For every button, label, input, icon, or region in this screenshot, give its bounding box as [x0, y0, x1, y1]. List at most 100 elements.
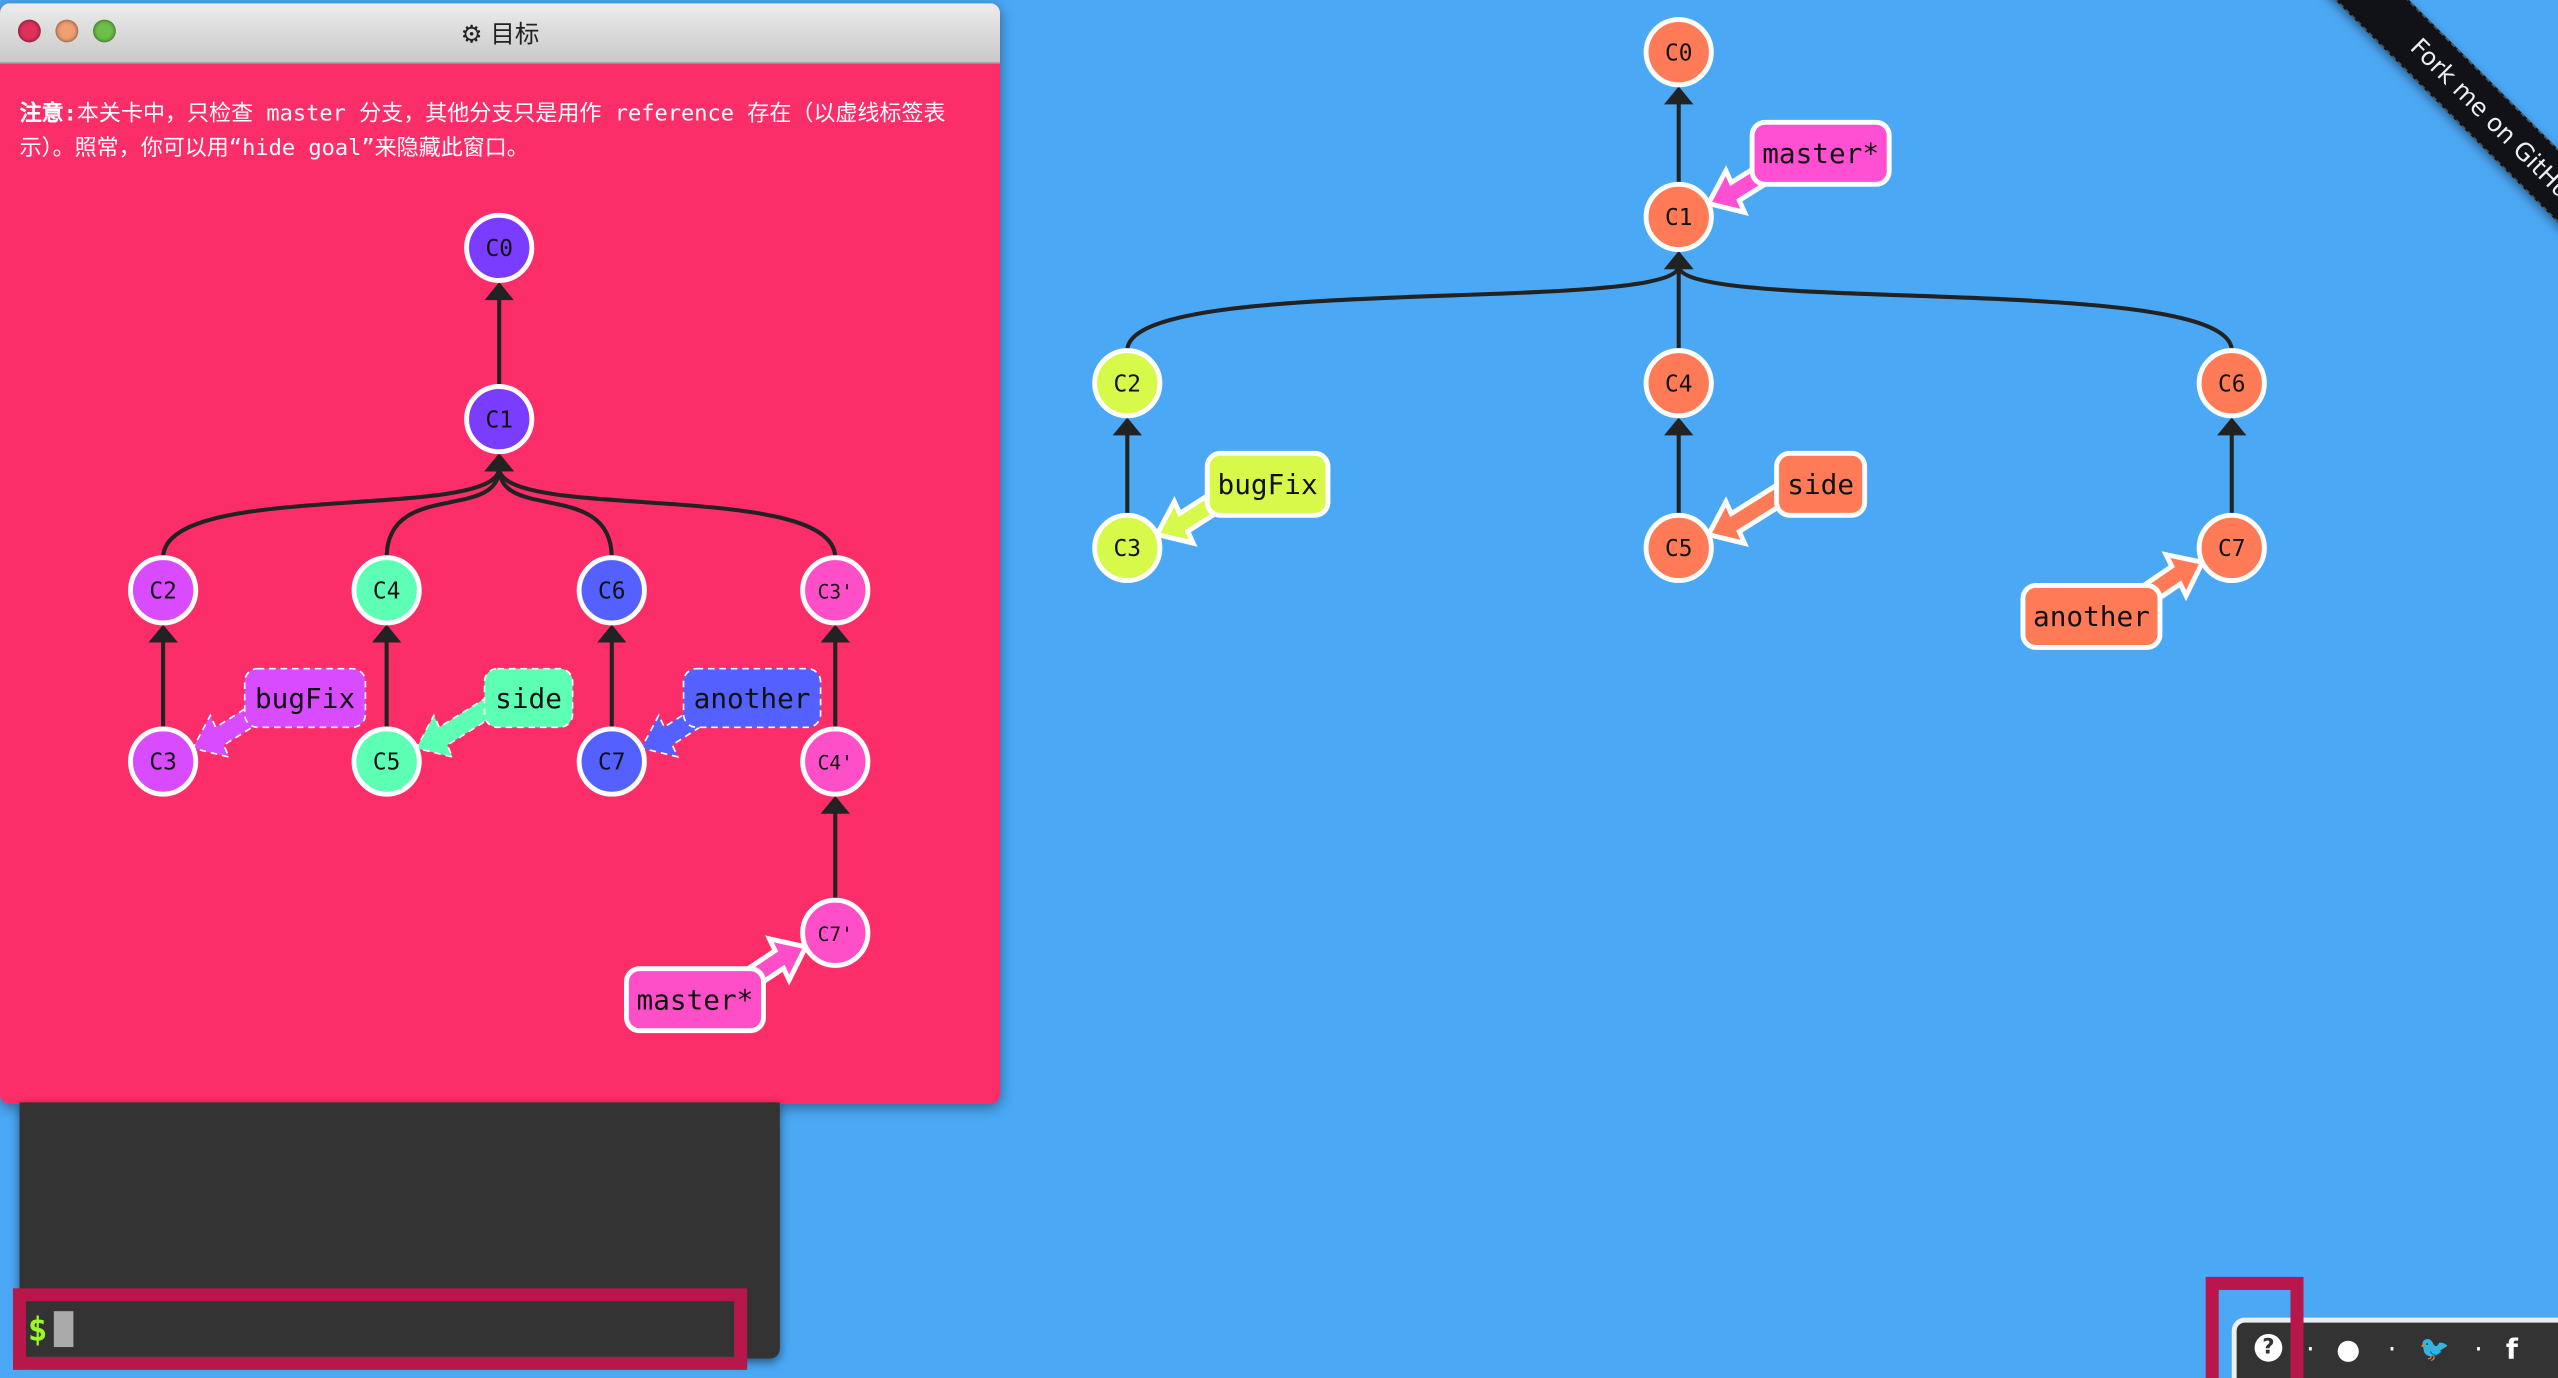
separator: · [2385, 1337, 2399, 1364]
goal-title-text: 目标 [490, 19, 540, 49]
prompt-symbol: $ [27, 1309, 48, 1349]
commit-label: C5 [373, 750, 401, 776]
commit-label: C5 [1665, 536, 1693, 562]
separator: · [2303, 1337, 2318, 1364]
branch-arrow [415, 695, 497, 759]
commit-label: C4 [1665, 371, 1693, 397]
edge-arrowhead [1112, 417, 1142, 436]
edge-arrowhead [2217, 417, 2247, 436]
commit-node[interactable] [800, 555, 871, 626]
commit-label: C3' [818, 581, 853, 604]
commit-label: C1 [1665, 205, 1693, 231]
edge-arrowhead [820, 795, 850, 814]
commit-node[interactable] [2196, 348, 2267, 419]
commit-label: C7' [818, 923, 853, 946]
commit-node[interactable] [464, 384, 535, 455]
commit-node[interactable] [128, 555, 199, 626]
goal-titlebar[interactable]: ⚙ 目标 [0, 3, 1001, 64]
globe-icon[interactable]: ● [2336, 1333, 2361, 1367]
facebook-icon[interactable]: f [2505, 1333, 2518, 1367]
branch-label-box[interactable] [682, 667, 822, 729]
commit-label: C0 [485, 236, 513, 262]
commit-node[interactable] [800, 897, 871, 968]
commit-edge [384, 467, 502, 558]
edge-arrowhead [148, 624, 178, 643]
edge-arrowhead [484, 453, 514, 472]
note-text: 本关卡中，只检查 master 分支，其他分支只是用作 reference 存在… [19, 101, 946, 162]
commit-label: C3 [1114, 536, 1142, 562]
goal-window: ⚙ 目标 注意:本关卡中，只检查 master 分支，其他分支只是用作 refe… [0, 3, 1001, 1105]
commit-node[interactable] [464, 212, 535, 283]
goal-title: ⚙ 目标 [0, 16, 1000, 50]
branch-name: another [2033, 600, 2150, 633]
branch-name: side [1787, 468, 1854, 501]
commit-edge [1125, 265, 1681, 351]
commit-label: C4' [818, 752, 853, 775]
separator: · [2471, 1337, 2486, 1364]
commit-label: C1 [485, 407, 513, 433]
edge-arrowhead [1664, 251, 1694, 270]
commit-node[interactable] [1643, 348, 1714, 419]
branch-name: bugFix [1218, 468, 1318, 501]
branch-name: side [495, 682, 562, 715]
branch-name: master* [637, 983, 754, 1016]
commit-edge [497, 467, 838, 558]
text-cursor [53, 1311, 74, 1348]
goal-commit-graph: C0 C1 C2 C4 C6 C3' C3 C5 C7 C4' C7' bugFix side anoth… [128, 212, 871, 1034]
branch-name: bugFix [255, 682, 355, 715]
branch-label-box[interactable] [483, 667, 574, 729]
branch-label-box[interactable] [2020, 583, 2163, 650]
commit-edge [161, 467, 502, 558]
commit-node[interactable] [1092, 512, 1163, 584]
branch-label-box[interactable] [1749, 119, 1892, 187]
edge-arrowhead [820, 624, 850, 643]
close-button[interactable] [17, 19, 41, 43]
minimize-button[interactable] [55, 19, 79, 43]
branch-name: another [694, 682, 811, 715]
help-icon[interactable]: ? [2254, 1333, 2283, 1362]
commit-label: C6 [2218, 371, 2246, 397]
edge-arrowhead [1664, 417, 1694, 436]
note-label: 注意: [19, 101, 77, 128]
commit-label: C6 [598, 579, 626, 605]
commit-node[interactable] [576, 555, 647, 626]
branch-name: master* [1762, 137, 1879, 170]
branch-label-box[interactable] [624, 966, 766, 1034]
branch-label-box[interactable] [243, 667, 367, 729]
commit-label: C2 [1114, 371, 1142, 397]
commit-label: C7 [2218, 536, 2246, 562]
commit-label: C7 [598, 750, 626, 776]
commit-label: C3 [149, 750, 177, 776]
commit-node[interactable] [1643, 17, 1714, 88]
twitter-icon[interactable]: 🐦 [2419, 1333, 2450, 1364]
commit-node[interactable] [1643, 181, 1714, 252]
commit-label: C0 [1665, 40, 1693, 66]
commit-node[interactable] [1643, 512, 1714, 584]
command-input[interactable] [26, 1301, 731, 1356]
commit-edge [1676, 265, 2234, 351]
command-highlight-box [13, 1288, 748, 1370]
branch-label-box[interactable] [1204, 450, 1331, 518]
commit-node[interactable] [1092, 348, 1163, 419]
commit-node[interactable] [351, 555, 422, 626]
goal-note: 注意:本关卡中，只检查 master 分支，其他分支只是用作 reference… [20, 98, 991, 166]
footer-toolbar [2231, 1317, 2558, 1378]
commit-node[interactable] [351, 726, 422, 797]
edge-arrowhead [597, 624, 627, 643]
edge-arrowhead [371, 624, 402, 643]
gear-icon: ⚙ [460, 19, 483, 49]
commit-node[interactable] [576, 726, 647, 797]
commit-node[interactable] [128, 726, 199, 797]
edge-arrowhead [484, 282, 514, 301]
commit-node[interactable] [2196, 512, 2267, 584]
commit-label: C4 [373, 579, 401, 605]
maximize-button[interactable] [92, 19, 116, 43]
commit-node[interactable] [800, 726, 871, 797]
commit-edge [497, 467, 614, 558]
commit-label: C2 [149, 579, 177, 605]
edge-arrowhead [1664, 86, 1694, 105]
branch-label-box[interactable] [1774, 450, 1868, 518]
help-highlight-box [2205, 1276, 2304, 1378]
